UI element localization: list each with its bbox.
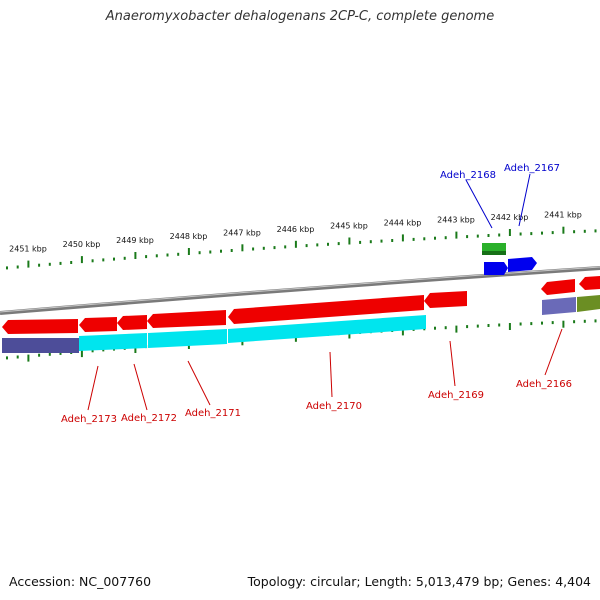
cds-feature-adeh-2167[interactable]	[508, 257, 537, 272]
leader-line-adeh-2173	[87, 365, 99, 411]
other-feature-adeh-2166[interactable]	[542, 297, 576, 315]
map-title: Anaeromyxobacter dehalogenans 2CP-C, com…	[105, 9, 495, 24]
leader-line-adeh-2171	[187, 360, 211, 406]
gene-feature-adeh-2166[interactable]	[541, 279, 575, 295]
kbp-label: 2450 kbp	[63, 240, 101, 249]
kbp-label: 2443 kbp	[437, 216, 475, 225]
gene-label-adeh-2168[interactable]: Adeh_2168	[440, 170, 496, 181]
leader-line-adeh-2168	[465, 179, 493, 229]
gene-label-adeh-2171[interactable]: Adeh_2171	[185, 408, 241, 419]
leader-line-adeh-2167	[518, 173, 531, 227]
gene-label-adeh-2169[interactable]: Adeh_2169	[428, 390, 484, 401]
kbp-label: 2446 kbp	[277, 225, 315, 234]
gene-label-adeh-2172[interactable]: Adeh_2172	[121, 413, 177, 424]
other-feature-adeh-2173[interactable]	[2, 338, 79, 353]
kbp-label-group: 2451 kbp 2450 kbp 2449 kbp 2448 kbp 2447 kbp…	[9, 211, 582, 254]
leader-line-adeh-2170	[329, 351, 333, 398]
topology-text: Topology: circular; Length: 5,013,479 bp…	[247, 574, 591, 589]
kbp-label: 2451 kbp	[9, 245, 47, 254]
gene-label-adeh-2167[interactable]: Adeh_2167	[504, 163, 560, 174]
gene-label-adeh-2170[interactable]: Adeh_2170	[306, 401, 362, 412]
cds-feature-adeh-2172[interactable]	[79, 333, 147, 351]
kbp-label: 2448 kbp	[170, 232, 208, 241]
top-tick-track	[6, 226, 597, 270]
accession-text: Accession: NC_007760	[9, 574, 152, 589]
genome-backbone-highlight	[0, 266, 600, 313]
kbp-label: 2445 kbp	[330, 222, 368, 231]
cds-feature-adeh-2168[interactable]	[484, 262, 508, 275]
gene-feature-adeh-2169[interactable]	[424, 291, 467, 308]
cds-feature-adeh-2171[interactable]	[148, 329, 227, 348]
genome-backbone	[0, 266, 600, 315]
kbp-label: 2442 kbp	[491, 213, 529, 222]
leader-line-adeh-2172	[133, 363, 148, 411]
gene-feature-adeh-2170[interactable]	[228, 295, 424, 324]
olive-feature-edge[interactable]	[577, 295, 600, 312]
kbp-label: 2444 kbp	[384, 219, 422, 228]
gene-label-adeh-2173[interactable]: Adeh_2173	[61, 414, 117, 425]
gene-feature-adeh-2168-shade	[482, 251, 506, 255]
cds-feature-adeh-2170[interactable]	[228, 315, 426, 343]
gene-feature-edge[interactable]	[579, 276, 600, 290]
kbp-label: 2447 kbp	[223, 228, 261, 237]
leader-line-adeh-2169	[449, 340, 456, 387]
leader-line-adeh-2166	[544, 328, 563, 376]
gene-feature-adeh-2172b[interactable]	[117, 315, 147, 330]
gene-feature-adeh-2172a[interactable]	[79, 317, 117, 332]
gene-feature-adeh-2171[interactable]	[147, 310, 226, 328]
gene-feature-adeh-2173[interactable]	[2, 319, 78, 334]
kbp-label: 2449 kbp	[116, 236, 154, 245]
kbp-label: 2441 kbp	[544, 211, 582, 220]
gene-label-adeh-2166[interactable]: Adeh_2166	[516, 379, 572, 390]
